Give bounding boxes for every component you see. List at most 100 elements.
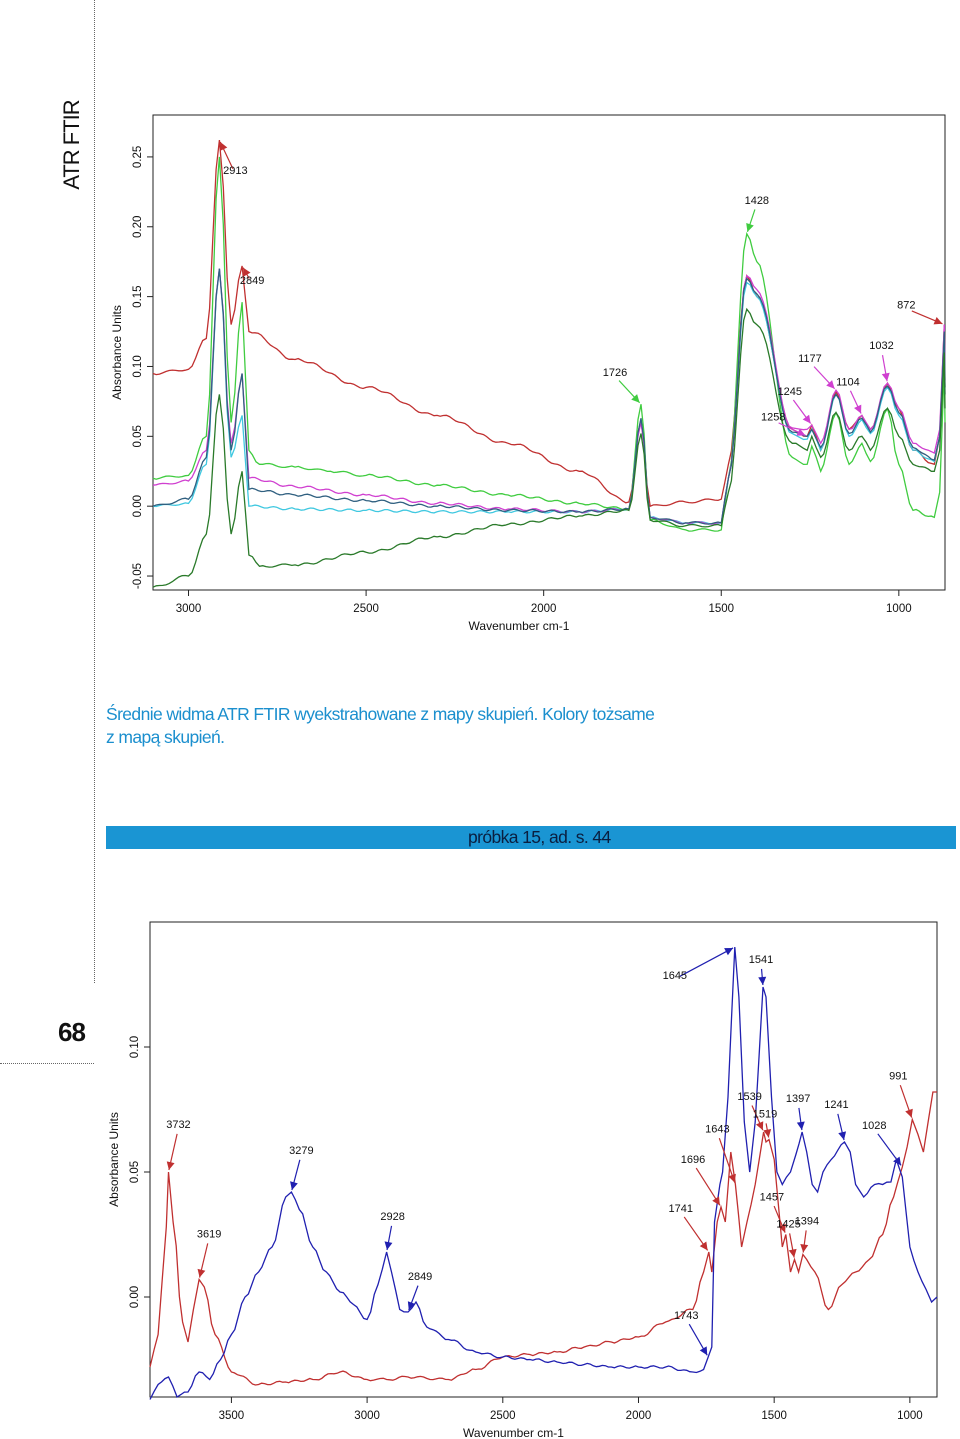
peak-label: 3619 [197, 1229, 221, 1241]
peak-label: 1394 [795, 1216, 819, 1228]
peak-label: 1696 [681, 1154, 705, 1166]
peak-label: 1028 [862, 1120, 886, 1132]
x-tick-label: 1000 [897, 1410, 923, 1422]
margin-dotted-line [94, 0, 95, 983]
x-tick-label: 3000 [176, 603, 202, 615]
spectrum-series-line [152, 307, 946, 588]
peak-arrow-head [778, 1223, 786, 1233]
peak-arrow-head [243, 267, 251, 277]
peak-arrow-head [838, 1131, 847, 1141]
peak-label: 2849 [408, 1271, 432, 1283]
peak-arrow-head [220, 141, 228, 151]
peak-arrow-head [699, 1241, 708, 1251]
peak-arrow-head [699, 1346, 708, 1356]
y-tick-label: 0.00 [129, 1286, 141, 1308]
x-tick-label: 2000 [531, 603, 557, 615]
peak-arrow-head [631, 394, 640, 403]
peak-label: 1428 [745, 195, 769, 207]
x-axis-label: Wavenumber cm-1 [469, 619, 570, 633]
y-tick-label: 0.15 [132, 285, 144, 307]
peak-label: 2849 [240, 275, 264, 287]
y-tick-label: 0.00 [132, 495, 144, 517]
y-tick-label: 0.10 [129, 1036, 141, 1058]
peak-arrow-head [290, 1181, 298, 1191]
peak-label: 1643 [705, 1124, 729, 1136]
sample-band: próbka 15, ad. s. 44 [106, 826, 956, 849]
spectrum-series-line [149, 946, 938, 1400]
figure-caption: Średnie widma ATR FTIR wyekstrahowane z … [106, 704, 655, 747]
peak-arrow-head [854, 404, 862, 414]
y-tick-label: 0.25 [132, 146, 144, 168]
peak-arrow-head [746, 222, 754, 232]
peak-arrow-head [197, 1268, 206, 1278]
peak-arrow-head [933, 316, 943, 325]
peak-arrow-head [758, 976, 767, 986]
x-tick-label: 2500 [490, 1410, 516, 1422]
y-axis-label: Absorbance Units [107, 1112, 121, 1207]
peak-label: 1241 [824, 1099, 848, 1111]
peak-label: 1726 [603, 367, 627, 379]
x-tick-label: 3500 [219, 1410, 245, 1422]
y-tick-label: 0.05 [129, 1161, 141, 1183]
peak-label: 1245 [778, 386, 802, 398]
page-number-rule [0, 1063, 94, 1064]
peak-label: 1457 [760, 1192, 784, 1204]
peak-label: 1397 [786, 1093, 810, 1105]
x-tick-label: 1500 [708, 603, 734, 615]
peak-label: 1177 [798, 353, 822, 365]
peak-arrow-head [893, 1156, 902, 1166]
spectrum-series-line [152, 156, 946, 532]
peak-arrow-head [763, 1128, 772, 1138]
x-tick-label: 2000 [626, 1410, 652, 1422]
peak-label: 1425 [776, 1219, 800, 1231]
peak-arrow-head [407, 1301, 416, 1311]
peak-label: 1743 [674, 1310, 698, 1322]
sample-label: próbka 15, ad. s. 44 [468, 827, 611, 847]
spectrum-series-line [152, 268, 946, 525]
peak-label: 2913 [223, 165, 247, 177]
peak-arrow-head [384, 1241, 393, 1251]
peak-arrow-head [712, 1196, 720, 1206]
peak-arrow-head [905, 1108, 913, 1118]
peak-label: 991 [889, 1071, 907, 1083]
spectrum-series-line [149, 1091, 937, 1386]
peak-arrow-head [802, 414, 811, 424]
y-tick-label: -0.05 [132, 563, 144, 589]
peak-label: 1645 [663, 970, 687, 982]
y-tick-label: 0.20 [132, 216, 144, 238]
y-tick-label: 0.10 [132, 355, 144, 377]
peak-label: 1104 [836, 376, 860, 388]
peak-arrow-head [755, 1121, 764, 1131]
x-tick-label: 1000 [886, 603, 912, 615]
x-axis-label: Wavenumber cm-1 [463, 1426, 564, 1439]
page-number: 68 [58, 1017, 86, 1047]
peak-arrow-head [796, 428, 806, 436]
peak-label: 1032 [869, 340, 893, 352]
y-axis-label: Absorbance Units [110, 305, 124, 400]
peak-arrow-head [826, 380, 835, 389]
peak-arrow-head [881, 372, 890, 382]
peak-arrow-head [728, 1173, 736, 1183]
ftir-chart-top: 3000 2500 2000 1500 1000 Wavenumber cm-1 -0.05… [110, 114, 946, 633]
x-tick-label: 3000 [354, 1410, 380, 1422]
peak-label: 872 [897, 300, 915, 312]
peak-arrow-head [724, 947, 734, 956]
peak-arrow-head [166, 1161, 175, 1171]
peak-label: 3732 [166, 1119, 190, 1131]
x-tick-label: 2500 [353, 603, 379, 615]
x-tick-label: 1500 [761, 1410, 787, 1422]
peak-label: 1541 [749, 954, 773, 966]
peak-arrow-head [788, 1248, 797, 1258]
peak-label: 1539 [737, 1091, 761, 1103]
peak-arrow-head [796, 1121, 805, 1131]
peak-arrow-line [679, 947, 734, 977]
peak-label: 2928 [380, 1211, 404, 1223]
y-tick-label: 0.05 [132, 425, 144, 447]
peak-label: 1741 [669, 1203, 693, 1215]
peak-arrow-head [800, 1244, 809, 1253]
peak-label: 1258 [761, 411, 785, 423]
plot-frame [149, 921, 938, 1398]
peak-label: 1519 [753, 1109, 777, 1121]
peak-label: 3279 [289, 1145, 313, 1157]
